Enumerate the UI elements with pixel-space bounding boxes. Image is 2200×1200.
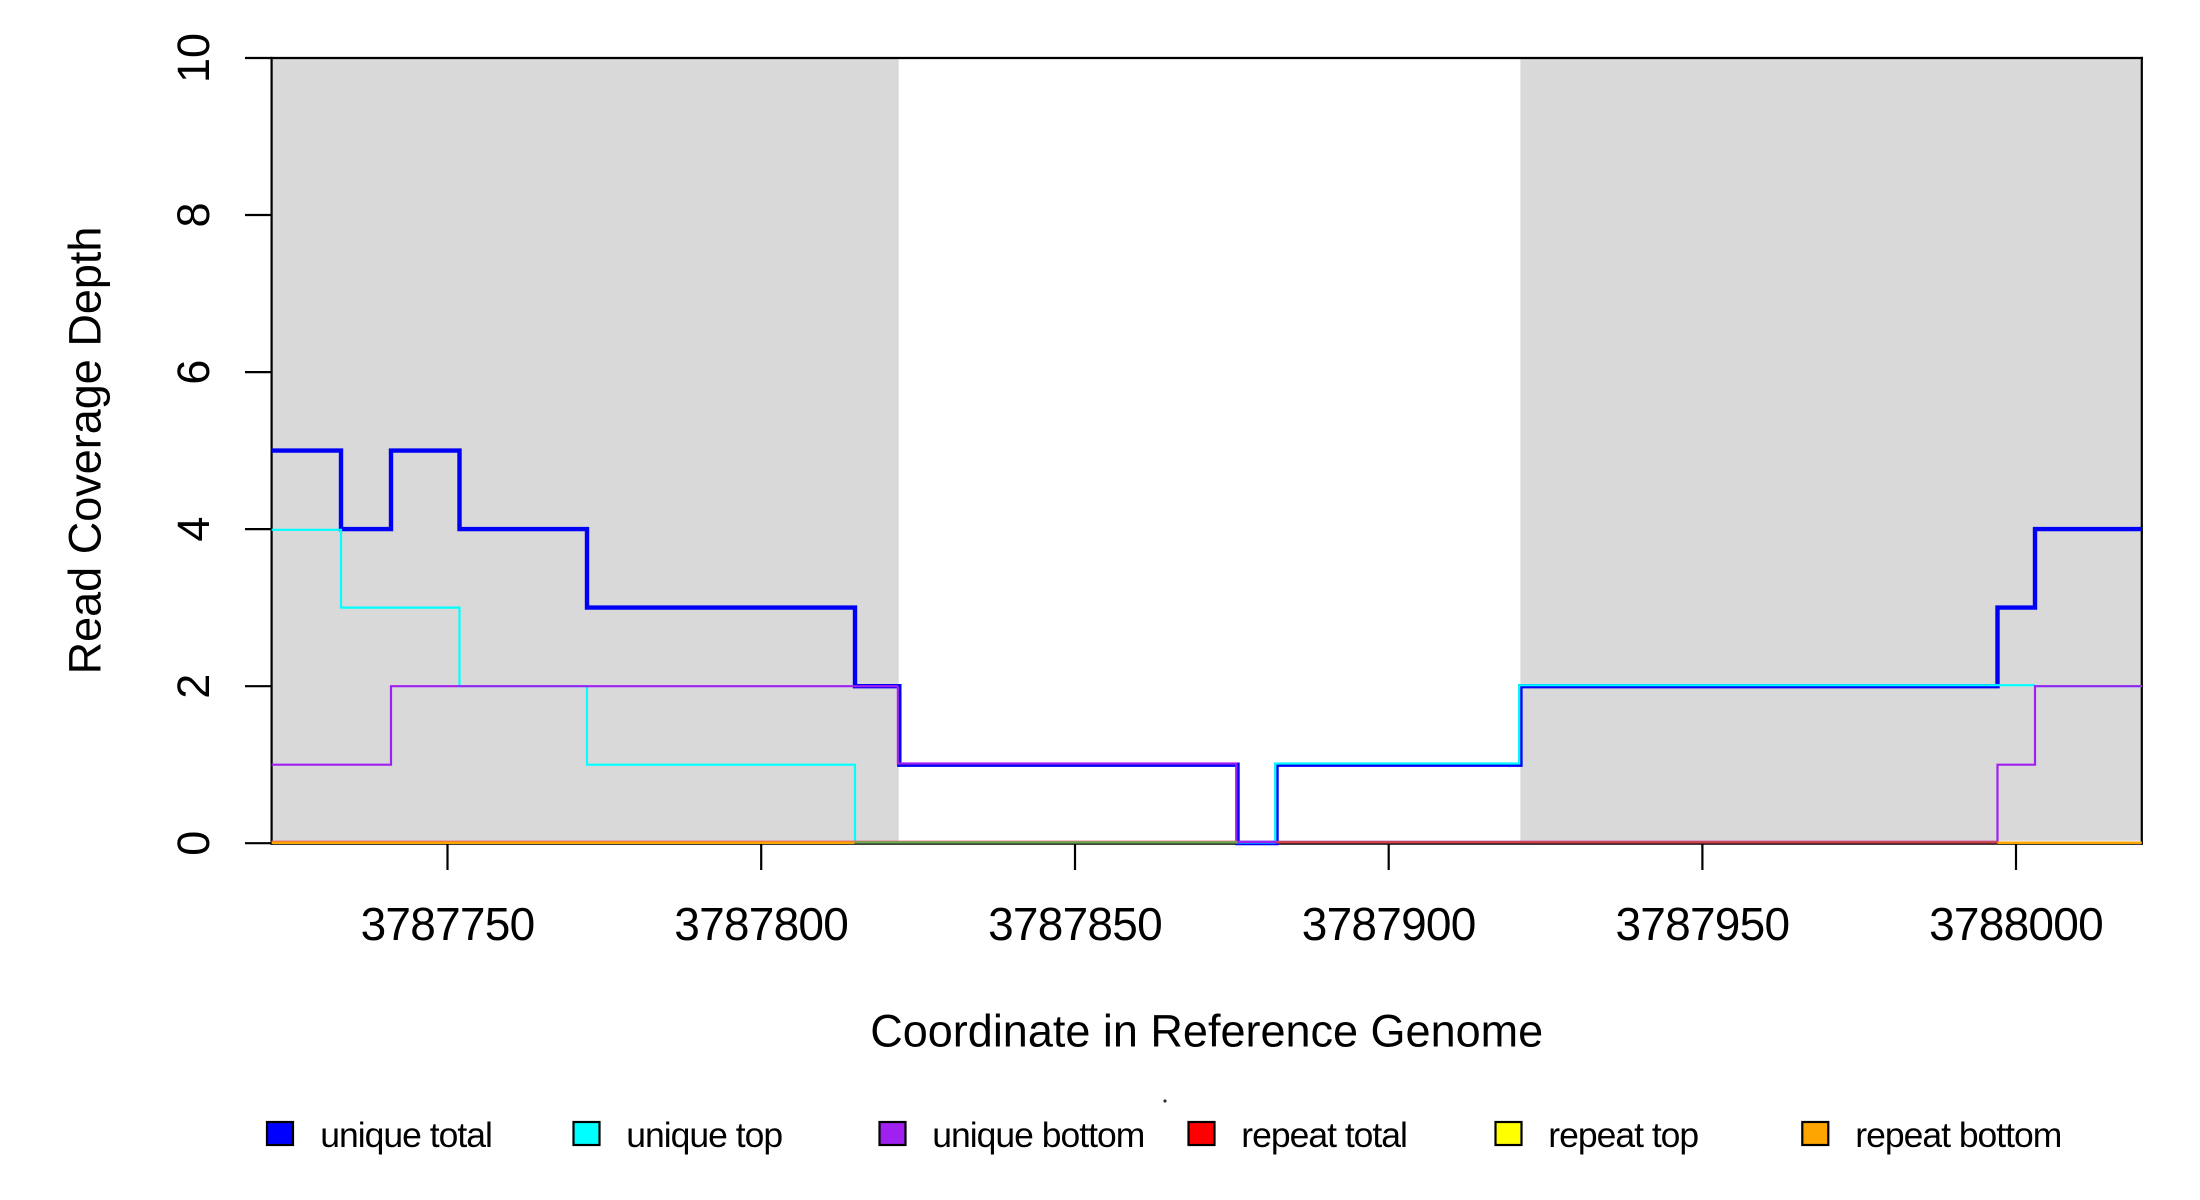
svg-text:6: 6	[168, 360, 219, 385]
svg-text:3787900: 3787900	[1302, 898, 1476, 950]
svg-text:repeat total: repeat total	[1241, 1115, 1407, 1155]
svg-text:8: 8	[168, 202, 219, 227]
svg-text:3787750: 3787750	[361, 898, 535, 950]
svg-text:0: 0	[168, 831, 219, 856]
svg-text:unique top: unique top	[626, 1115, 782, 1155]
svg-text:4: 4	[168, 517, 219, 542]
svg-text:3787950: 3787950	[1615, 898, 1789, 950]
svg-text:2: 2	[168, 674, 219, 699]
svg-text:10: 10	[168, 33, 219, 83]
svg-text:3788000: 3788000	[1929, 898, 2103, 950]
svg-text:3787850: 3787850	[988, 898, 1162, 950]
svg-text:3787800: 3787800	[674, 898, 848, 950]
svg-text:repeat bottom: repeat bottom	[1855, 1115, 2061, 1155]
svg-text:unique total: unique total	[320, 1115, 492, 1155]
svg-text:Read Coverage Depth: Read Coverage Depth	[59, 227, 110, 675]
svg-text:Coordinate in Reference Genome: Coordinate in Reference Genome	[870, 1006, 1543, 1057]
svg-text:repeat top: repeat top	[1548, 1115, 1698, 1155]
svg-text:unique bottom: unique bottom	[932, 1115, 1144, 1155]
